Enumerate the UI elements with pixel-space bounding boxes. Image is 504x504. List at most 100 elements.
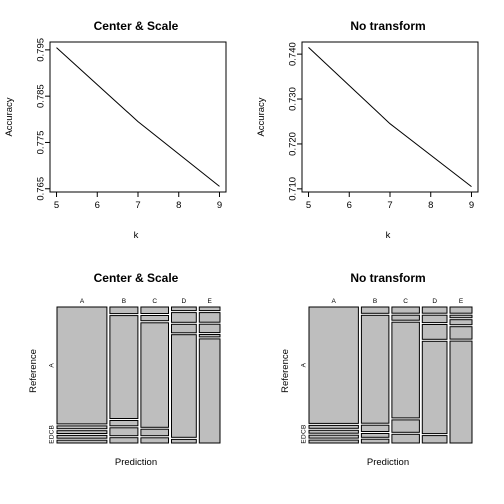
mosaic-cells <box>56 306 221 444</box>
mosaic-cell <box>449 340 473 444</box>
mosaic-cell <box>360 314 390 424</box>
mosaic-cell <box>109 437 139 444</box>
mosaic-cell <box>360 438 390 444</box>
x-tick-label: 5 <box>306 200 311 211</box>
mosaic-cell <box>308 429 359 434</box>
column-label: C <box>152 298 157 305</box>
mosaic-cell <box>360 433 390 438</box>
column-label: E <box>459 298 464 305</box>
mosaic-cell <box>421 340 448 435</box>
mosaic-cell <box>140 428 169 437</box>
mosaic-cell <box>171 323 197 334</box>
mosaic-cell <box>421 306 448 314</box>
mosaic-cell <box>421 324 448 340</box>
mosaic-cell <box>171 438 197 444</box>
mosaic-cell <box>421 435 448 444</box>
column-label: A <box>332 298 337 305</box>
chart-title: No transform <box>350 271 425 285</box>
mosaic-cell <box>308 434 359 439</box>
y-tick-label: 0.730 <box>288 87 299 111</box>
mosaic-cell <box>140 322 169 428</box>
mosaic-cell <box>140 315 169 322</box>
chart-title: Center & Scale <box>94 271 179 285</box>
mosaic-cell <box>140 437 169 444</box>
mosaic-cell <box>308 424 359 429</box>
mosaic-cell <box>391 419 420 433</box>
y-tick-label: 0.765 <box>36 177 47 201</box>
y-tick-label: 0.785 <box>36 84 47 108</box>
x-axis-label: k <box>386 230 391 241</box>
axis-ticks: 5 6 7 8 9 0.765 0.775 0.785 0.795 <box>36 38 223 211</box>
mosaic-cells <box>308 306 473 444</box>
mosaic-cell <box>109 315 139 420</box>
row-label: A <box>301 362 308 367</box>
row-label: C <box>301 429 308 434</box>
mosaic-cell <box>308 306 359 424</box>
chart-title: No transform <box>350 19 425 33</box>
x-axis-label: Prediction <box>115 457 157 468</box>
mosaic-cell <box>198 338 221 444</box>
y-tick-label: 0.720 <box>288 132 299 156</box>
x-tick-label: 8 <box>428 200 433 211</box>
mosaic-cell <box>109 306 139 315</box>
row-label: D <box>301 434 308 439</box>
mosaic-cell <box>421 314 448 324</box>
x-tick-label: 5 <box>54 200 59 211</box>
plot-frame <box>49 41 227 193</box>
column-label: B <box>373 298 377 305</box>
x-axis-label: Prediction <box>367 457 409 468</box>
x-tick-label: 7 <box>387 200 392 211</box>
y-tick-label: 0.795 <box>36 38 47 62</box>
row-label: B <box>49 425 56 429</box>
x-tick-label: 9 <box>217 200 222 211</box>
mosaic-cell <box>109 420 139 427</box>
mosaic-cell <box>198 334 221 338</box>
y-axis-label: Accuracy <box>4 97 15 136</box>
mosaic-cell <box>56 430 108 435</box>
mosaic-cell <box>56 306 108 425</box>
mosaic-cell <box>360 306 390 314</box>
plot-frame <box>301 41 479 193</box>
mosaic-cell <box>56 439 108 444</box>
mosaic-cell <box>391 321 420 419</box>
mosaic-cell <box>56 434 108 439</box>
mosaic-cell <box>391 314 420 321</box>
mosaic-cell <box>449 319 473 326</box>
mosaic-cell <box>449 314 473 319</box>
mosaic-panel-no-transform: No transform Prediction Reference A B C D EA… <box>280 271 473 468</box>
column-label: D <box>182 298 187 305</box>
y-axis-label: Accuracy <box>256 97 267 136</box>
mosaic-cell <box>391 306 420 314</box>
column-label: E <box>208 298 213 305</box>
mosaic-cell <box>140 306 169 314</box>
y-tick-label: 0.775 <box>36 131 47 155</box>
x-tick-label: 6 <box>95 200 100 211</box>
mosaic-cell <box>198 323 221 334</box>
mosaic-cell <box>171 312 197 323</box>
mosaic-cell <box>391 433 420 444</box>
row-label: C <box>49 429 56 434</box>
x-tick-label: 9 <box>469 200 474 211</box>
x-axis-label: k <box>134 230 139 241</box>
column-label: B <box>122 298 126 305</box>
row-label: D <box>49 434 56 439</box>
line-panel-center-scale: Center & Scale k Accuracy 5 6 7 8 9 0.765 0.77… <box>4 19 227 241</box>
mosaic-cell <box>360 424 390 433</box>
mosaic-cell <box>171 306 197 312</box>
mosaic-cell <box>308 439 359 444</box>
mosaic-cell <box>171 334 197 438</box>
x-tick-label: 6 <box>347 200 352 211</box>
row-label: A <box>49 363 56 368</box>
series-line <box>308 47 472 187</box>
row-label: E <box>301 439 308 444</box>
chart-title: Center & Scale <box>94 19 179 33</box>
mosaic-cell <box>449 326 473 340</box>
mosaic-cell <box>56 425 108 430</box>
mosaic-cell <box>198 312 221 323</box>
column-label: A <box>80 298 85 305</box>
axis-ticks: 5 6 7 8 9 0.710 0.720 0.730 0.740 <box>288 42 475 211</box>
